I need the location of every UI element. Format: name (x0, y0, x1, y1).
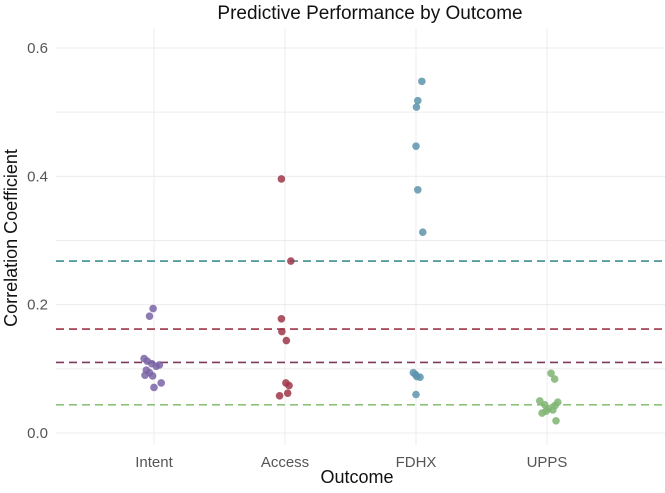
data-point (141, 371, 149, 380)
data-point (418, 77, 426, 86)
x-axis-title: Outcome (320, 467, 393, 487)
data-point (549, 406, 557, 414)
data-point (277, 175, 286, 183)
data-point (287, 257, 295, 265)
data-point (278, 327, 286, 336)
data-point (412, 142, 420, 150)
data-point (414, 96, 422, 105)
x-tick-label: FDHX (396, 454, 437, 471)
y-tick-label: 0.0 (27, 425, 48, 442)
x-tick-label: UPPS (527, 454, 568, 471)
y-tick-label: 0.2 (27, 297, 48, 314)
data-point (412, 390, 420, 399)
data-point (538, 409, 546, 417)
y-tick-label: 0.6 (27, 40, 48, 57)
data-point (157, 379, 165, 387)
data-point (547, 369, 555, 378)
data-point (414, 186, 422, 194)
x-tick-label: Intent (135, 454, 173, 471)
x-axis-ticks: Intent Access FDHX UPPS (135, 454, 567, 471)
y-axis-title: Correlation Coefficient (1, 149, 21, 327)
data-point (416, 373, 424, 381)
data-point (418, 228, 427, 236)
chart-title: Predictive Performance by Outcome (217, 3, 522, 24)
data-point (285, 381, 293, 390)
y-axis-ticks: 0.0 0.2 0.4 0.6 (27, 40, 48, 442)
data-point (150, 383, 158, 392)
data-point (550, 375, 559, 383)
y-tick-label: 0.4 (27, 168, 48, 185)
data-points (140, 77, 562, 425)
data-point (145, 312, 154, 321)
grid (56, 28, 665, 445)
x-tick-label: Access (261, 454, 309, 471)
data-point (275, 391, 284, 400)
data-point (552, 417, 560, 425)
data-point (149, 304, 157, 313)
data-point (155, 361, 164, 369)
reference-lines (56, 260, 665, 406)
data-point (282, 336, 291, 345)
data-point (412, 103, 421, 111)
data-point (277, 314, 286, 323)
data-point (283, 389, 292, 398)
data-point (148, 372, 157, 380)
